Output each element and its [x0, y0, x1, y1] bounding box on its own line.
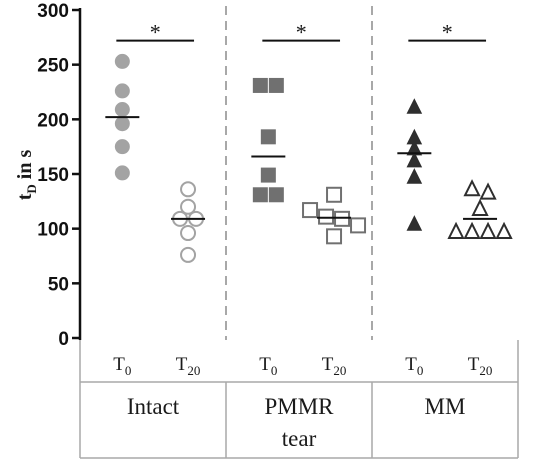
data-point [318, 208, 335, 225]
data-point [180, 181, 197, 198]
condition-label-main: T [113, 354, 125, 375]
condition-label: T0 [113, 354, 131, 378]
data-point [260, 129, 276, 145]
data-point [114, 101, 130, 117]
data-point [334, 210, 351, 227]
condition-label-main: T [322, 354, 334, 375]
data-point [114, 116, 130, 132]
y-tick-label: 50 [48, 274, 69, 295]
y-tick-label: 200 [37, 110, 69, 131]
data-point [114, 53, 130, 69]
condition-label-sub: 20 [479, 363, 492, 378]
condition-label: T0 [259, 354, 277, 378]
data-point [252, 77, 268, 93]
y-tick-label: 150 [37, 165, 69, 186]
y-axis-title-rest: in s [14, 150, 36, 185]
significance-star: * [150, 20, 161, 45]
data-point [326, 186, 343, 203]
condition-label-main: T [405, 354, 417, 375]
data-point [114, 83, 130, 99]
group-label: tear [282, 426, 317, 451]
y-axis-title: tD in s [14, 150, 39, 201]
y-tick-label: 100 [37, 220, 69, 241]
data-point [114, 165, 130, 181]
condition-label-sub: 0 [271, 363, 278, 378]
data-point [447, 221, 465, 239]
condition-label-sub: 0 [417, 363, 424, 378]
condition-label-main: T [259, 354, 271, 375]
y-tick-label: 0 [58, 329, 69, 350]
data-point [114, 139, 130, 155]
y-axis-title-main: t [14, 193, 36, 200]
group-label: Intact [127, 394, 180, 419]
y-tick-label: 250 [37, 56, 69, 77]
data-point [406, 215, 423, 231]
data-point [268, 77, 284, 93]
significance-star: * [442, 20, 453, 45]
condition-label: T20 [176, 354, 201, 378]
data-point [326, 228, 343, 245]
data-point [260, 167, 276, 183]
data-point [479, 182, 497, 200]
data-point [495, 221, 513, 239]
significance-star: * [296, 20, 307, 45]
y-axis: 0 50 100 150 200 250 300 [37, 1, 82, 350]
data-point [180, 225, 197, 242]
group-label: PMMR [264, 394, 334, 419]
data-point [479, 221, 497, 239]
condition-label-sub: 0 [125, 363, 132, 378]
data-point [406, 168, 423, 184]
data-point [302, 202, 319, 219]
data-point [350, 217, 367, 234]
condition-label-main: T [176, 354, 188, 375]
data-point [463, 179, 481, 197]
data-point [406, 151, 423, 168]
data-point [180, 198, 197, 215]
data-point [463, 221, 481, 239]
condition-label-sub: 20 [187, 363, 200, 378]
plot-area: * * * [105, 20, 513, 263]
y-axis-title-sub: D [24, 184, 39, 193]
condition-label-main: T [468, 354, 480, 375]
condition-label-sub: 20 [333, 363, 346, 378]
data-point [268, 187, 284, 203]
condition-label: T20 [322, 354, 347, 378]
group-label: MM [425, 394, 466, 419]
data-point [471, 198, 489, 216]
condition-label: T20 [468, 354, 493, 378]
data-point [406, 98, 423, 114]
chart-frame [79, 6, 519, 459]
data-point [252, 187, 268, 203]
data-point [180, 246, 197, 263]
condition-label: T0 [405, 354, 423, 378]
y-tick-label: 300 [37, 1, 69, 22]
